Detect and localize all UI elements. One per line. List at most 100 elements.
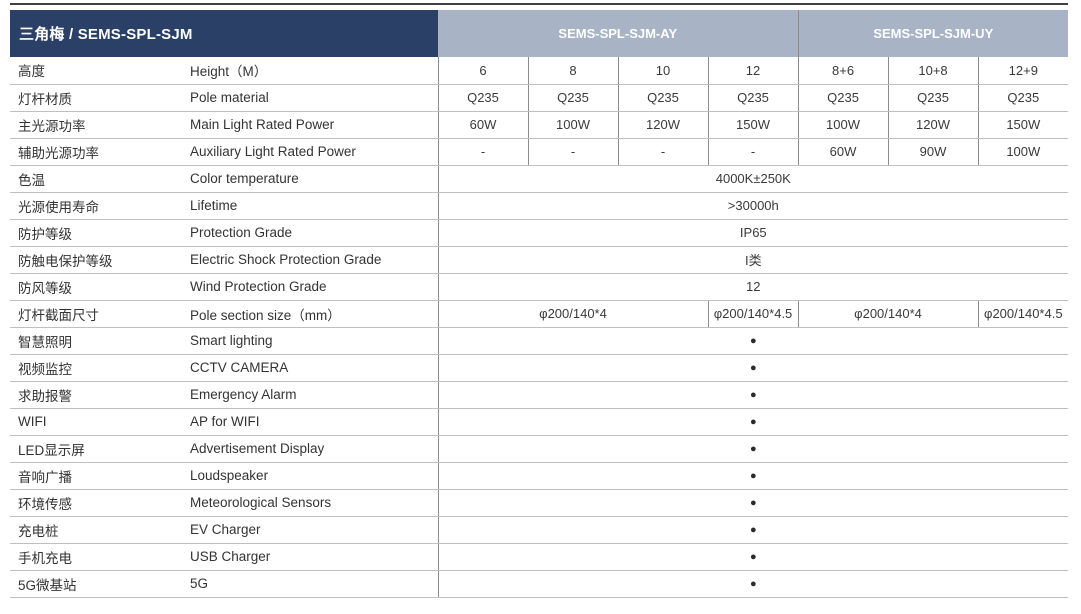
spec-table-body: 高度 Height（M） 6 8 10 12 8+6 10+8 12+9 灯杆材质 Pole mat… — [10, 57, 1069, 598]
spec-value-cell: 10 — [617, 57, 708, 85]
spec-value-cell: 150W — [707, 111, 799, 139]
spec-value-cell: φ200/140*4.5 — [977, 300, 1069, 328]
spec-value-cell: 60W — [437, 111, 528, 139]
table-row: 防触电保护等级 Electric Shock Protection Grade I类 — [10, 246, 1069, 274]
row-label-en: Smart lighting — [185, 327, 438, 355]
row-label-zh: 光源使用寿命 — [10, 192, 185, 220]
spec-value-cell: 12 — [437, 273, 1069, 301]
feature-dot-cell: ● — [437, 489, 1069, 517]
table-row: 主光源功率 Main Light Rated Power 60W 100W 120W 15… — [10, 111, 1069, 139]
row-label-en: Lifetime — [185, 192, 438, 220]
row-label-zh: 灯杆材质 — [10, 84, 185, 112]
row-label-zh: 视频监控 — [10, 354, 185, 382]
table-row: 5G微基站 5G ● — [10, 570, 1069, 598]
spec-value-cell: 60W — [797, 138, 889, 166]
row-label-en: Emergency Alarm — [185, 381, 438, 409]
row-label-en: Meteorological Sensors — [185, 489, 438, 517]
spec-value-cell: - — [617, 138, 708, 166]
row-label-en: Protection Grade — [185, 219, 438, 247]
table-row: 防风等级 Wind Protection Grade 12 — [10, 273, 1069, 301]
spec-value-cell: 4000K±250K — [437, 165, 1069, 193]
spec-value-cell: 10+8 — [887, 57, 979, 85]
row-label-zh: 充电桩 — [10, 516, 185, 544]
spec-value-cell: Q235 — [437, 84, 528, 112]
spec-value-cell: Q235 — [527, 84, 618, 112]
row-label-zh: 求助报警 — [10, 381, 185, 409]
spec-value-cell: - — [527, 138, 618, 166]
spec-value-cell: 8+6 — [797, 57, 889, 85]
table-row: 手机充电 USB Charger ● — [10, 543, 1069, 571]
spec-value-cell: Q235 — [977, 84, 1069, 112]
table-row: 求助报警 Emergency Alarm ● — [10, 381, 1069, 409]
spec-table: 三角梅 / SEMS-SPL-SJM SEMS-SPL-SJM-AY SEMS-… — [10, 10, 1069, 598]
row-label-zh: 手机充电 — [10, 543, 185, 571]
row-label-en: EV Charger — [185, 516, 438, 544]
row-label-zh: 辅助光源功率 — [10, 138, 185, 166]
spec-value-cell: 150W — [977, 111, 1069, 139]
table-row: 色温 Color temperature 4000K±250K — [10, 165, 1069, 193]
row-label-zh: 音响广播 — [10, 462, 185, 490]
spec-value-cell: I类 — [437, 246, 1069, 274]
spec-value-cell: 100W — [527, 111, 618, 139]
spec-value-cell: φ200/140*4 — [797, 300, 979, 328]
feature-dot-cell: ● — [437, 381, 1069, 409]
table-row: 智慧照明 Smart lighting ● — [10, 327, 1069, 355]
row-label-zh: 色温 — [10, 165, 185, 193]
row-label-zh: 主光源功率 — [10, 111, 185, 139]
row-label-zh: 环境传感 — [10, 489, 185, 517]
table-row: 防护等级 Protection Grade IP65 — [10, 219, 1069, 247]
feature-dot-cell: ● — [437, 570, 1069, 598]
table-row: 辅助光源功率 Auxiliary Light Rated Power - - - -60W… — [10, 138, 1069, 166]
table-row: 充电桩 EV Charger ● — [10, 516, 1069, 544]
table-row: 环境传感 Meteorological Sensors ● — [10, 489, 1069, 517]
model-group-ay-header: SEMS-SPL-SJM-AY — [438, 10, 799, 57]
spec-value-cell: 100W — [797, 111, 889, 139]
spec-value-cell: 12 — [707, 57, 799, 85]
spec-value-cell: 90W — [887, 138, 979, 166]
table-header-row: 三角梅 / SEMS-SPL-SJM SEMS-SPL-SJM-AY SEMS-… — [10, 10, 1069, 57]
spec-value-cell: 6 — [437, 57, 528, 85]
row-label-zh: 灯杆截面尺寸 — [10, 300, 185, 328]
table-row: LED显示屏 Advertisement Display ● — [10, 435, 1069, 463]
spec-value-cell: - — [707, 138, 799, 166]
row-label-en: Main Light Rated Power — [185, 111, 438, 139]
spec-value-cell: 120W — [887, 111, 979, 139]
row-label-en: USB Charger — [185, 543, 438, 571]
row-label-en: Auxiliary Light Rated Power — [185, 138, 438, 166]
spec-value-cell: IP65 — [437, 219, 1069, 247]
table-row: 光源使用寿命 Lifetime >30000h — [10, 192, 1069, 220]
row-label-zh: 防护等级 — [10, 219, 185, 247]
table-row: 视频监控 CCTV CAMERA ● — [10, 354, 1069, 382]
row-label-en: Pole section size（mm） — [185, 300, 438, 328]
row-label-zh: WIFI — [10, 408, 185, 436]
table-row: 音响广播 Loudspeaker ● — [10, 462, 1069, 490]
spec-value-cell: 12+9 — [977, 57, 1069, 85]
spec-value-cell: >30000h — [437, 192, 1069, 220]
row-label-en: Color temperature — [185, 165, 438, 193]
row-label-en: Wind Protection Grade — [185, 273, 438, 301]
feature-dot-cell: ● — [437, 408, 1069, 436]
product-title-cell: 三角梅 / SEMS-SPL-SJM — [10, 10, 438, 57]
row-label-zh: 5G微基站 — [10, 570, 185, 598]
spec-value-cell: - — [437, 138, 528, 166]
row-label-en: Pole material — [185, 84, 438, 112]
row-label-en: Advertisement Display — [185, 435, 438, 463]
spec-value-cell: Q235 — [707, 84, 799, 112]
feature-dot-cell: ● — [437, 543, 1069, 571]
row-label-zh: 防风等级 — [10, 273, 185, 301]
table-row: 高度 Height（M） 6 8 10 12 8+6 10+8 12+9 — [10, 57, 1069, 85]
row-label-zh: LED显示屏 — [10, 435, 185, 463]
feature-dot-cell: ● — [437, 327, 1069, 355]
row-label-en: CCTV CAMERA — [185, 354, 438, 382]
spec-value-cell: Q235 — [887, 84, 979, 112]
row-label-en: 5G — [185, 570, 438, 598]
row-label-en: Loudspeaker — [185, 462, 438, 490]
top-border-rule — [10, 3, 1068, 5]
table-row: 灯杆截面尺寸 Pole section size（mm） φ200/140*4 φ20… — [10, 300, 1069, 328]
row-label-zh: 智慧照明 — [10, 327, 185, 355]
row-label-zh: 高度 — [10, 57, 185, 85]
table-row: 灯杆材质 Pole material Q235 Q235 Q235 Q235 Q235 Q23… — [10, 84, 1069, 112]
model-group-uy-header: SEMS-SPL-SJM-UY — [797, 10, 1069, 57]
feature-dot-cell: ● — [437, 516, 1069, 544]
